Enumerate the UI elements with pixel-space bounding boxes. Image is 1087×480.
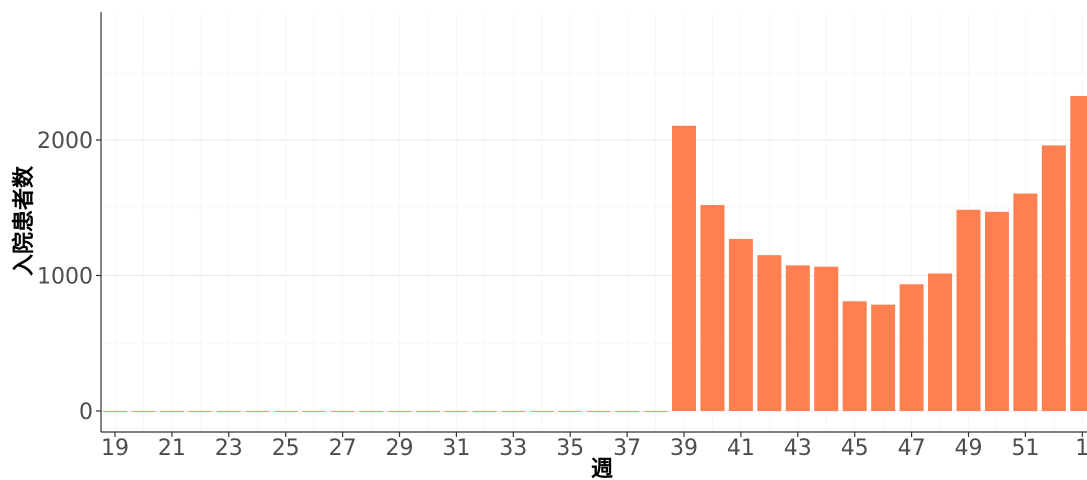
x-tick-label: 39 [670,436,698,461]
x-tick-label: 1 [1075,436,1087,461]
bar [558,411,583,412]
x-tick-label: 51 [1011,436,1039,461]
bar [1070,95,1087,412]
x-tick-label: 23 [215,436,243,461]
bar [103,411,127,412]
bar [700,205,725,411]
bar [615,411,640,412]
x-tick-label: 27 [329,436,357,461]
x-tick-label: 33 [499,436,527,461]
bar [899,284,924,411]
bar [728,238,753,411]
bar [871,304,896,411]
bar [1013,193,1038,411]
x-tick-label: 35 [556,436,584,461]
bar [415,411,440,412]
bar [984,211,1009,411]
bar [245,411,270,412]
ticks: 19 21 23 25 27 29 31 33 35 37 39 41 43 45 47 49 51 1 0 1000… [37,129,1087,461]
bar [1041,145,1066,412]
x-axis-title: 週 [591,457,613,480]
x-tick-label: 47 [898,436,926,461]
bar [672,125,696,412]
bar [387,411,412,412]
x-tick-label: 19 [101,436,129,461]
x-tick-label: 31 [442,436,470,461]
axes [100,12,1087,433]
bar [643,411,668,412]
bar [216,411,241,412]
bar [472,411,497,412]
bar [928,273,953,411]
bar [330,411,355,412]
bar [814,266,839,411]
x-tick-label: 29 [386,436,414,461]
bar [159,411,184,412]
bar [586,411,611,412]
bar [188,411,213,412]
x-tick-label: 21 [158,436,186,461]
bar [302,411,327,412]
x-tick-label: 45 [841,436,869,461]
bar [757,255,782,411]
bar [359,411,384,412]
bar [501,411,526,412]
bar [842,301,867,411]
bar [956,209,981,411]
bar [444,411,469,412]
bar [785,265,810,411]
y-axis-title: 入院患者数 [11,165,37,276]
bar [131,411,156,412]
y-tick-label: 0 [79,400,93,425]
x-tick-label: 37 [613,436,641,461]
x-tick-label: 41 [727,436,755,461]
x-tick-label: 43 [784,436,812,461]
y-tick-label: 2000 [37,129,93,154]
x-tick-label: 25 [272,436,300,461]
x-tick-label: 49 [955,436,983,461]
bar [529,411,554,412]
y-tick-label: 1000 [37,265,93,290]
bar [273,411,298,412]
bars [103,95,1087,412]
